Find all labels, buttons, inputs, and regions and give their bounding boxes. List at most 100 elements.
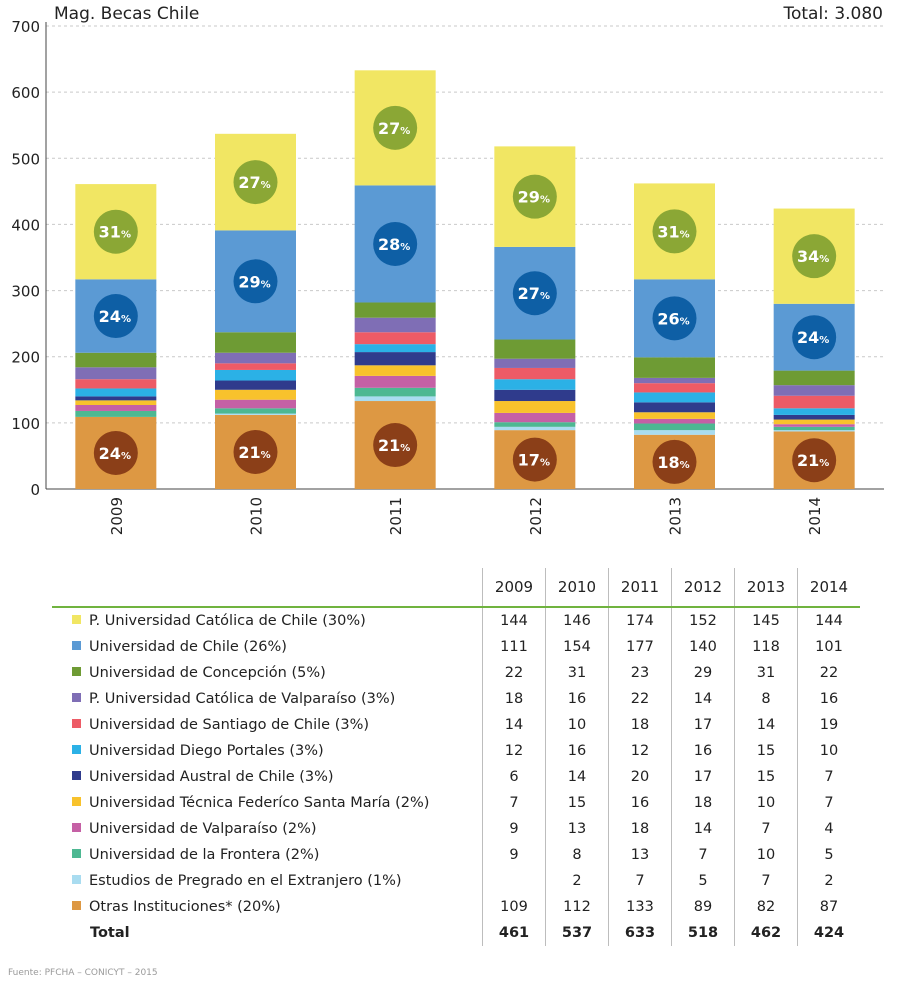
bar-segment (494, 412, 576, 423)
total-value: 424 (797, 920, 860, 946)
percent-badge-label: 29% (518, 188, 550, 207)
table-row-label: Universidad de Concepción (5%) (52, 660, 483, 686)
percent-badge (652, 209, 697, 254)
table-cell: 13 (608, 842, 672, 868)
table-cell: 101 (797, 634, 860, 660)
y-axis: 0 100 200 300 400 500 600 700 (11, 18, 884, 499)
table-row-label-text: Universidad de Chile (26%) (89, 639, 287, 655)
table-cell: 18 (482, 686, 546, 712)
total-label: Total (90, 925, 130, 941)
bar-segment (773, 424, 855, 427)
total-value: 518 (671, 920, 735, 946)
total-value: 462 (734, 920, 798, 946)
bar-segment (494, 339, 576, 359)
table-cell: 29 (671, 660, 735, 686)
table-row-label-text: Universidad de la Frontera (2%) (89, 847, 320, 863)
table-cell: 16 (797, 686, 860, 712)
table-cell: 31 (545, 660, 609, 686)
table-cell: 5 (797, 842, 860, 868)
x-tick-label: 2011 (387, 497, 405, 535)
percent-badge-label: 21% (797, 451, 829, 470)
legend-swatch (72, 901, 81, 910)
chart-title: Mag. Becas Chile (54, 4, 199, 24)
bar-segment (215, 352, 296, 364)
legend-swatch (72, 719, 81, 728)
table-row: Estudios de Pregrado en el Extranjero (1… (52, 868, 860, 894)
table-header-row: 2009 2010 2011 2012 2013 2014 (52, 568, 860, 607)
legend-swatch (72, 823, 81, 832)
table-cell: 22 (608, 686, 672, 712)
table-row-label-text: P. Universidad Católica de Chile (30%) (89, 613, 366, 629)
percent-badge (373, 423, 418, 468)
table-cell: 14 (734, 712, 798, 738)
bar-segment (354, 302, 436, 318)
bar-segment (773, 385, 855, 396)
table-cell: 7 (797, 764, 860, 790)
table-cell: 12 (482, 738, 546, 764)
bar-segment (75, 388, 157, 397)
table-cell: 7 (797, 790, 860, 816)
table-cell: 19 (797, 712, 860, 738)
bar-segment (75, 379, 157, 389)
percent-badge (792, 234, 837, 279)
percent-badge (93, 209, 138, 254)
table-cell: 154 (545, 634, 609, 660)
table-row-label: P. Universidad Católica de Chile (30%) (52, 607, 483, 634)
table-row: Universidad de Valparaíso (2%) 9 13 18 14 7 4 (52, 816, 860, 842)
percent-badge-label: 27% (238, 173, 270, 192)
table-cell: 112 (545, 894, 609, 920)
bar-segment (354, 344, 436, 353)
table-cell: 14 (671, 686, 735, 712)
table-cell: 152 (671, 607, 735, 634)
table-cell: 7 (608, 868, 672, 894)
table-cell: 20 (608, 764, 672, 790)
legend-swatch (72, 615, 81, 624)
percent-badge-label: 17% (518, 451, 550, 470)
data-table: 2009 2010 2011 2012 2013 2014 P. Univers… (52, 568, 860, 946)
bar-segment (215, 413, 296, 415)
table-header-year: 2010 (545, 568, 609, 607)
percent-badge (792, 315, 837, 360)
y-tick-label: 300 (11, 283, 40, 301)
table-cell: 31 (734, 660, 798, 686)
table-cell: 5 (671, 868, 735, 894)
table-cell: 7 (671, 842, 735, 868)
percent-badge (512, 271, 557, 316)
percent-badge-label: 34% (797, 247, 829, 266)
bar-segment (354, 396, 436, 402)
table-cell: 174 (608, 607, 672, 634)
percent-badge (93, 294, 138, 339)
table-row-label-text: Universidad de Valparaíso (2%) (89, 821, 317, 837)
bar-segment (634, 383, 715, 393)
table-cell: 111 (482, 634, 546, 660)
table-cell: 146 (545, 607, 609, 634)
legend-swatch (72, 849, 81, 858)
table-cell: 10 (734, 790, 798, 816)
table-cell: 87 (797, 894, 860, 920)
table-cell: 109 (482, 894, 546, 920)
y-tick-label: 0 (30, 481, 40, 499)
bar-segment (215, 389, 296, 400)
table-row-label: Universidad de Santiago de Chile (3%) (52, 712, 483, 738)
bar-segment (494, 358, 576, 368)
percent-badge (652, 439, 697, 484)
table-cell (482, 868, 546, 894)
legend-swatch (72, 797, 81, 806)
bar-segment (354, 352, 436, 366)
bar-segment (773, 426, 855, 431)
table-cell: 133 (608, 894, 672, 920)
bar-segment (354, 387, 436, 397)
table-row-label: Universidad Técnica Federíco Santa María… (52, 790, 483, 816)
table-row-label-text: Universidad de Concepción (5%) (89, 665, 326, 681)
bar-segment (75, 352, 157, 368)
table-row: Universidad Diego Portales (3%) 12 16 12 16 1… (52, 738, 860, 764)
bar-segment (215, 408, 296, 414)
table-cell: 140 (671, 634, 735, 660)
table-cell: 15 (734, 738, 798, 764)
table-cell: 4 (797, 816, 860, 842)
bar-segment (773, 419, 855, 425)
legend-swatch (72, 771, 81, 780)
table-cell: 14 (671, 816, 735, 842)
table-row: Universidad de Concepción (5%) 22 31 23 29 31… (52, 660, 860, 686)
table-cell: 9 (482, 842, 546, 868)
